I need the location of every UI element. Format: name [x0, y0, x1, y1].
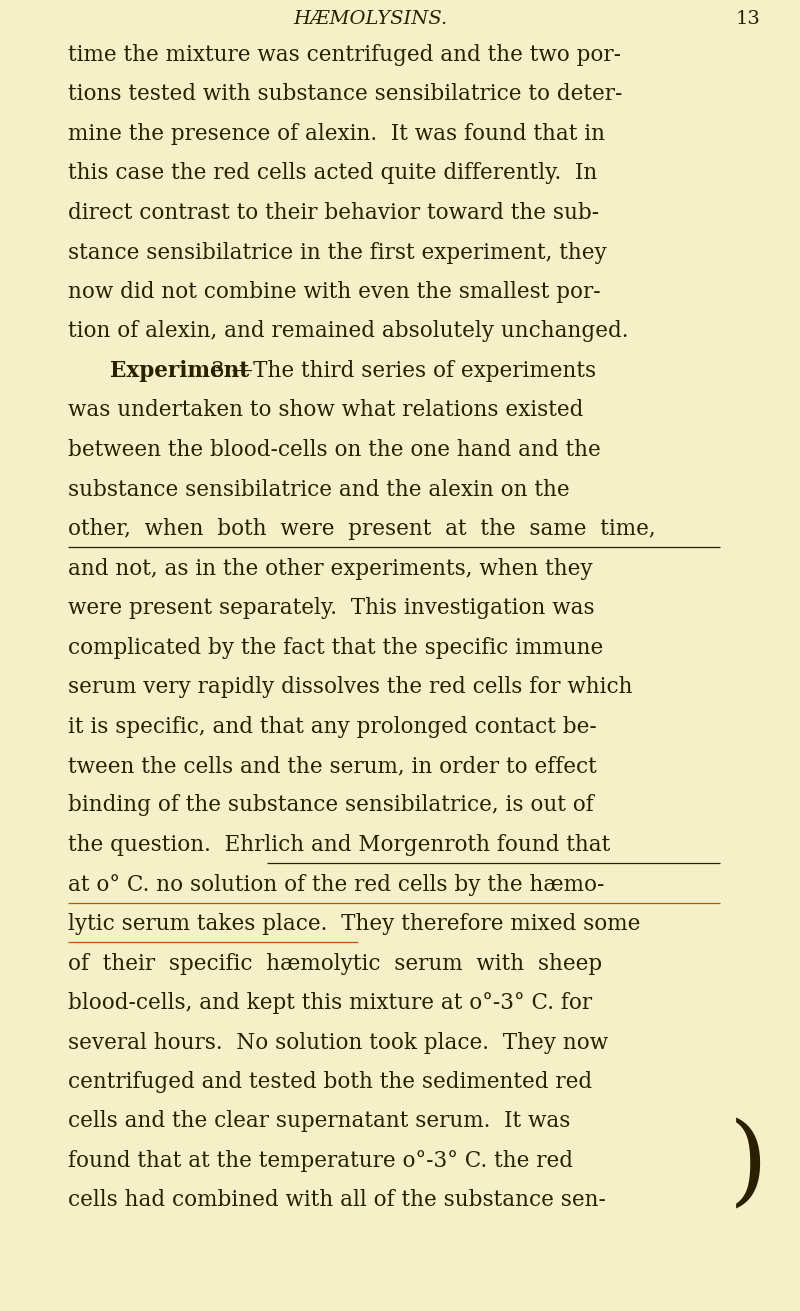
Text: stance sensibilatrice in the first experiment, they: stance sensibilatrice in the first exper…: [68, 241, 606, 264]
Text: and not, as in the other experiments, when they: and not, as in the other experiments, wh…: [68, 557, 593, 579]
Text: other,  when  both  were  present  at  the  same  time,: other, when both were present at the sam…: [68, 518, 656, 540]
Text: the question.  Ehrlich and Morgenroth found that: the question. Ehrlich and Morgenroth fou…: [68, 834, 610, 856]
Text: it is specific, and that any prolonged contact be-: it is specific, and that any prolonged c…: [68, 716, 597, 738]
Text: complicated by the fact that the specific immune: complicated by the fact that the specifi…: [68, 637, 603, 658]
Text: of  their  specific  hæmolytic  serum  with  sheep: of their specific hæmolytic serum with s…: [68, 953, 602, 974]
Text: lytic serum takes place.  They therefore mixed some: lytic serum takes place. They therefore …: [68, 912, 640, 935]
Text: mine the presence of alexin.  It was found that in: mine the presence of alexin. It was foun…: [68, 123, 605, 146]
Text: found that at the temperature o°-3° C. the red: found that at the temperature o°-3° C. t…: [68, 1150, 573, 1172]
Text: 3.—The third series of experiments: 3.—The third series of experiments: [211, 361, 596, 382]
Text: between the blood-cells on the one hand and the: between the blood-cells on the one hand …: [68, 439, 601, 461]
Text: tion of alexin, and remained absolutely unchanged.: tion of alexin, and remained absolutely …: [68, 320, 629, 342]
Text: blood-cells, and kept this mixture at o°-3° C. for: blood-cells, and kept this mixture at o°…: [68, 992, 592, 1013]
Text: time the mixture was centrifuged and the two por-: time the mixture was centrifuged and the…: [68, 45, 621, 66]
Text: ): ): [729, 1120, 767, 1215]
Text: 13: 13: [735, 10, 761, 28]
Text: tions tested with substance sensibilatrice to deter-: tions tested with substance sensibilatri…: [68, 84, 622, 105]
Text: was undertaken to show what relations existed: was undertaken to show what relations ex…: [68, 400, 583, 422]
Text: this case the red cells acted quite differently.  In: this case the red cells acted quite diff…: [68, 163, 598, 185]
Text: direct contrast to their behavior toward the sub-: direct contrast to their behavior toward…: [68, 202, 599, 224]
Text: cells had combined with all of the substance sen-: cells had combined with all of the subst…: [68, 1189, 606, 1211]
Text: tween the cells and the serum, in order to effect: tween the cells and the serum, in order …: [68, 755, 597, 777]
Text: HÆMOLYSINS.: HÆMOLYSINS.: [293, 10, 447, 28]
Text: cells and the clear supernatant serum.  It was: cells and the clear supernatant serum. I…: [68, 1110, 570, 1133]
Text: Experiment: Experiment: [110, 361, 257, 382]
Text: now did not combine with even the smallest por-: now did not combine with even the smalle…: [68, 281, 601, 303]
Text: substance sensibilatrice and the alexin on the: substance sensibilatrice and the alexin …: [68, 479, 570, 501]
Text: several hours.  No solution took place.  They now: several hours. No solution took place. T…: [68, 1032, 608, 1054]
Text: at o° C. no solution of the red cells by the hæmo-: at o° C. no solution of the red cells by…: [68, 873, 604, 895]
Text: serum very rapidly dissolves the red cells for which: serum very rapidly dissolves the red cel…: [68, 676, 633, 697]
Text: centrifuged and tested both the sedimented red: centrifuged and tested both the sediment…: [68, 1071, 592, 1093]
Text: binding of the substance sensibilatrice, is out of: binding of the substance sensibilatrice,…: [68, 794, 594, 817]
Text: were present separately.  This investigation was: were present separately. This investigat…: [68, 597, 594, 619]
